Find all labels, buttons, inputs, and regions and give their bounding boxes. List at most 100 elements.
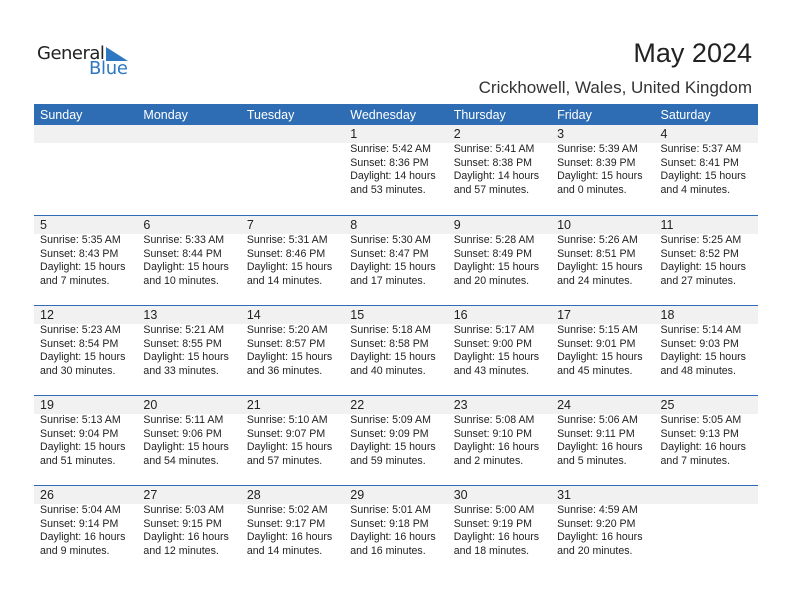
sunset: Sunset: 9:20 PM [557,517,636,530]
weekday-tuesday: Tuesday [246,108,295,122]
week-row: 19 Sunrise: 5:13 AM Sunset: 9:04 PM Dayl… [34,395,758,485]
daylight-minutes: and 30 minutes. [40,364,116,377]
day-number: 19 [40,398,54,412]
sunset: Sunset: 9:13 PM [660,427,739,440]
day-cell: 2 Sunrise: 5:41 AM Sunset: 8:38 PM Dayli… [448,125,551,215]
daylight-minutes: and 7 minutes. [40,274,110,287]
weekday-wednesday: Wednesday [350,108,417,122]
daylight: Daylight: 15 hours [350,261,436,273]
day-info: Sunrise: 5:18 AM Sunset: 8:58 PM Dayligh… [350,324,435,378]
empty-cell [137,125,240,215]
day-cell: 11 Sunrise: 5:25 AM Sunset: 8:52 PM Dayl… [655,216,758,305]
day-info: Sunrise: 4:59 AM Sunset: 9:20 PM Dayligh… [557,504,642,558]
day-number: 1 [350,127,358,141]
daylight: Daylight: 15 hours [246,261,333,273]
day-cell: 29 Sunrise: 5:01 AM Sunset: 9:18 PM Dayl… [344,486,447,575]
daylight: Daylight: 14 hours [453,170,540,182]
sunrise: Sunrise: 5:06 AM [557,414,638,426]
sunset: Sunset: 8:58 PM [350,337,429,350]
daylight-minutes: and 51 minutes. [40,454,116,467]
sunset: Sunset: 8:41 PM [660,156,739,169]
sunset: Sunset: 8:51 PM [557,247,636,260]
sunset: Sunset: 8:36 PM [350,156,429,169]
day-cell: 6 Sunrise: 5:33 AM Sunset: 8:44 PM Dayli… [137,216,240,305]
day-number: 25 [660,398,675,412]
daylight-minutes: and 16 minutes. [350,544,426,557]
daylight-minutes: and 57 minutes. [453,183,530,196]
sunrise: Sunrise: 5:13 AM [40,414,121,426]
weekday-monday: Monday [143,108,188,122]
day-cell: 31 Sunrise: 4:59 AM Sunset: 9:20 PM Dayl… [551,486,654,575]
day-cell: 26 Sunrise: 5:04 AM Sunset: 9:14 PM Dayl… [34,486,137,575]
day-cell: 17 Sunrise: 5:15 AM Sunset: 9:01 PM Dayl… [551,306,654,395]
daylight: Daylight: 15 hours [660,351,746,363]
daylight: Daylight: 15 hours [40,261,126,273]
empty-cell [655,486,758,575]
sunset: Sunset: 8:39 PM [557,156,636,169]
sunrise: Sunrise: 5:15 AM [557,324,638,336]
daylight: Daylight: 16 hours [557,531,643,543]
daylight: Daylight: 15 hours [350,351,436,363]
weekday-friday: Friday [557,108,592,122]
day-info: Sunrise: 5:02 AM Sunset: 9:17 PM Dayligh… [247,504,332,558]
daylight-minutes: and 36 minutes. [246,364,323,377]
day-info: Sunrise: 5:33 AM Sunset: 8:44 PM Dayligh… [143,234,228,288]
sunrise: Sunrise: 5:20 AM [246,324,328,336]
day-number: 3 [557,127,565,141]
sunrise: Sunrise: 5:21 AM [143,324,225,336]
day-info: Sunrise: 5:06 AM Sunset: 9:11 PM Dayligh… [557,414,642,468]
day-number: 11 [660,218,674,232]
day-info: Sunrise: 5:30 AM Sunset: 8:47 PM Dayligh… [350,234,435,288]
daylight: Daylight: 15 hours [246,441,333,453]
daylight: Daylight: 16 hours [453,441,540,453]
day-number: 28 [246,488,261,502]
day-cell: 8 Sunrise: 5:30 AM Sunset: 8:47 PM Dayli… [344,216,447,305]
daylight: Daylight: 16 hours [660,441,746,453]
daylight-minutes: and 10 minutes. [143,274,219,287]
date-row-background [34,396,758,414]
day-info: Sunrise: 5:13 AM Sunset: 9:04 PM Dayligh… [40,414,125,468]
sunset: Sunset: 9:17 PM [246,517,326,530]
sunset: Sunset: 9:14 PM [40,517,119,530]
sunrise: Sunrise: 5:39 AM [557,143,638,155]
day-info: Sunrise: 5:11 AM Sunset: 9:06 PM Dayligh… [143,414,228,468]
day-info: Sunrise: 5:26 AM Sunset: 8:51 PM Dayligh… [557,234,642,288]
sunset: Sunset: 9:07 PM [246,427,326,440]
week-row: 26 Sunrise: 5:04 AM Sunset: 9:14 PM Dayl… [34,485,758,575]
daylight: Daylight: 15 hours [40,351,126,363]
day-number: 4 [660,127,668,141]
day-cell: 1 Sunrise: 5:42 AM Sunset: 8:36 PM Dayli… [344,125,447,215]
sunrise: Sunrise: 5:23 AM [40,324,121,336]
week-row: 12 Sunrise: 5:23 AM Sunset: 8:54 PM Dayl… [34,305,758,395]
daylight-minutes: and 9 minutes. [40,544,110,557]
daylight: Daylight: 15 hours [660,170,746,182]
sunset: Sunset: 8:55 PM [143,337,222,350]
daylight: Daylight: 15 hours [246,351,333,363]
sunrise: Sunrise: 5:33 AM [143,234,225,246]
day-number: 16 [453,308,468,322]
day-info: Sunrise: 5:41 AM Sunset: 8:38 PM Dayligh… [454,143,539,197]
sunrise: Sunrise: 5:37 AM [660,143,742,155]
sunrise: Sunrise: 5:09 AM [350,414,431,426]
daylight-minutes: and 2 minutes. [453,454,524,467]
day-number: 7 [246,218,254,232]
sunset: Sunset: 8:44 PM [143,247,222,260]
day-number: 2 [453,127,461,141]
day-cell: 20 Sunrise: 5:11 AM Sunset: 9:06 PM Dayl… [137,396,240,485]
day-cell: 18 Sunrise: 5:14 AM Sunset: 9:03 PM Dayl… [655,306,758,395]
daylight-minutes: and 27 minutes. [660,274,736,287]
day-cell: 23 Sunrise: 5:08 AM Sunset: 9:10 PM Dayl… [448,396,551,485]
sunset: Sunset: 8:46 PM [246,247,326,260]
day-number: 6 [143,218,151,232]
day-info: Sunrise: 5:14 AM Sunset: 9:03 PM Dayligh… [661,324,746,378]
daylight-minutes: and 20 minutes. [453,274,530,287]
daylight: Daylight: 16 hours [453,531,540,543]
daylight-minutes: and 14 minutes. [246,544,323,557]
daylight-minutes: and 54 minutes. [143,454,219,467]
daylight: Daylight: 16 hours [246,531,333,543]
day-number: 22 [350,398,365,412]
sunrise: Sunrise: 5:05 AM [660,414,742,426]
empty-cell [241,125,344,215]
sunrise: Sunrise: 5:02 AM [246,504,328,516]
sunrise: Sunrise: 5:03 AM [143,504,225,516]
